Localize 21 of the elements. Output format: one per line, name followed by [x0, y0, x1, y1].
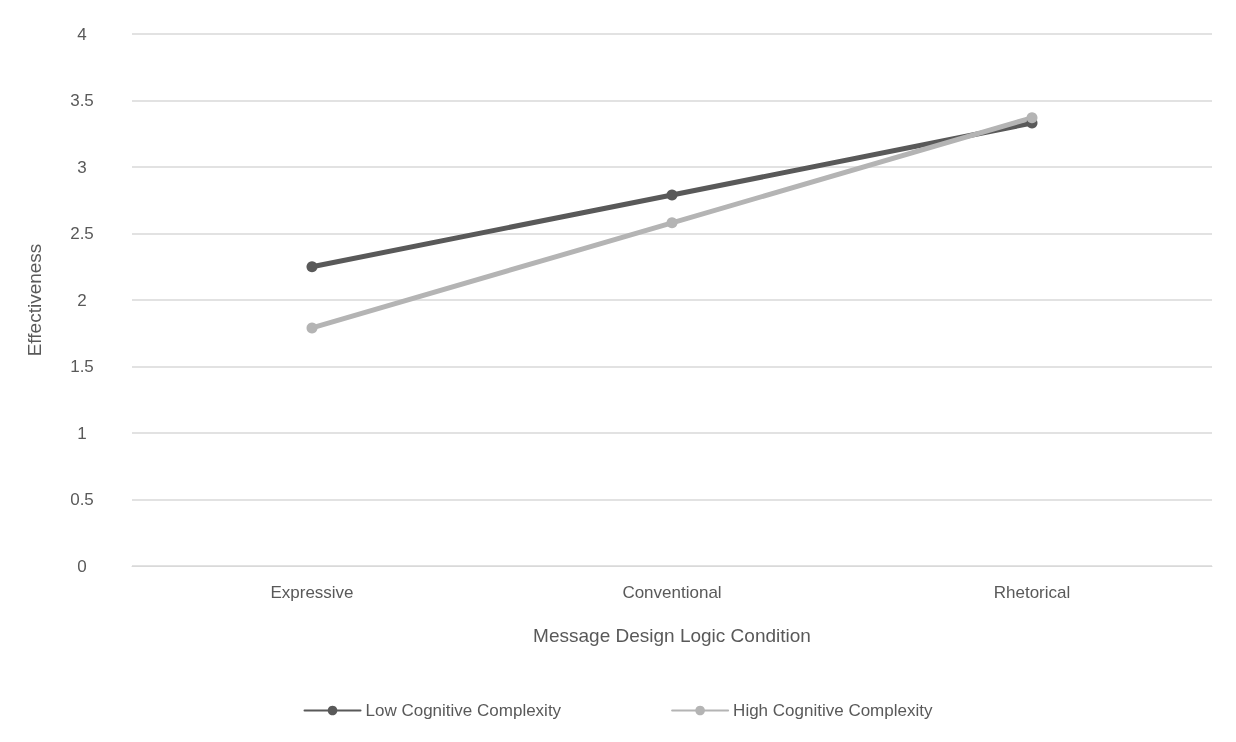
- point: [306, 261, 318, 273]
- legend-label: High Cognitive Complexity: [733, 701, 933, 720]
- y-tick-label: 2.5: [70, 224, 94, 243]
- y-tick-label: 4: [77, 24, 87, 44]
- y-tick-label: 3.5: [70, 91, 94, 110]
- y-tick-label: 3: [77, 157, 87, 177]
- point: [1026, 112, 1038, 124]
- legend-label: Low Cognitive Complexity: [365, 701, 562, 720]
- x-tick-label: Expressive: [270, 583, 354, 602]
- y-tick-label: 1.5: [70, 357, 94, 376]
- y-tick-label: 2: [77, 290, 87, 310]
- x-axis-title: Message Design Logic Condition: [533, 625, 811, 646]
- y-tick-label: 0.5: [70, 490, 94, 509]
- point: [306, 322, 318, 334]
- y-axis-title: Effectiveness: [24, 243, 45, 357]
- y-tick-label: 1: [77, 423, 87, 443]
- x-tick-label: Rhetorical: [993, 583, 1071, 602]
- y-tick-label: 0: [77, 556, 87, 576]
- point: [666, 189, 678, 201]
- point: [666, 217, 678, 229]
- x-tick-label: Conventional: [622, 583, 722, 602]
